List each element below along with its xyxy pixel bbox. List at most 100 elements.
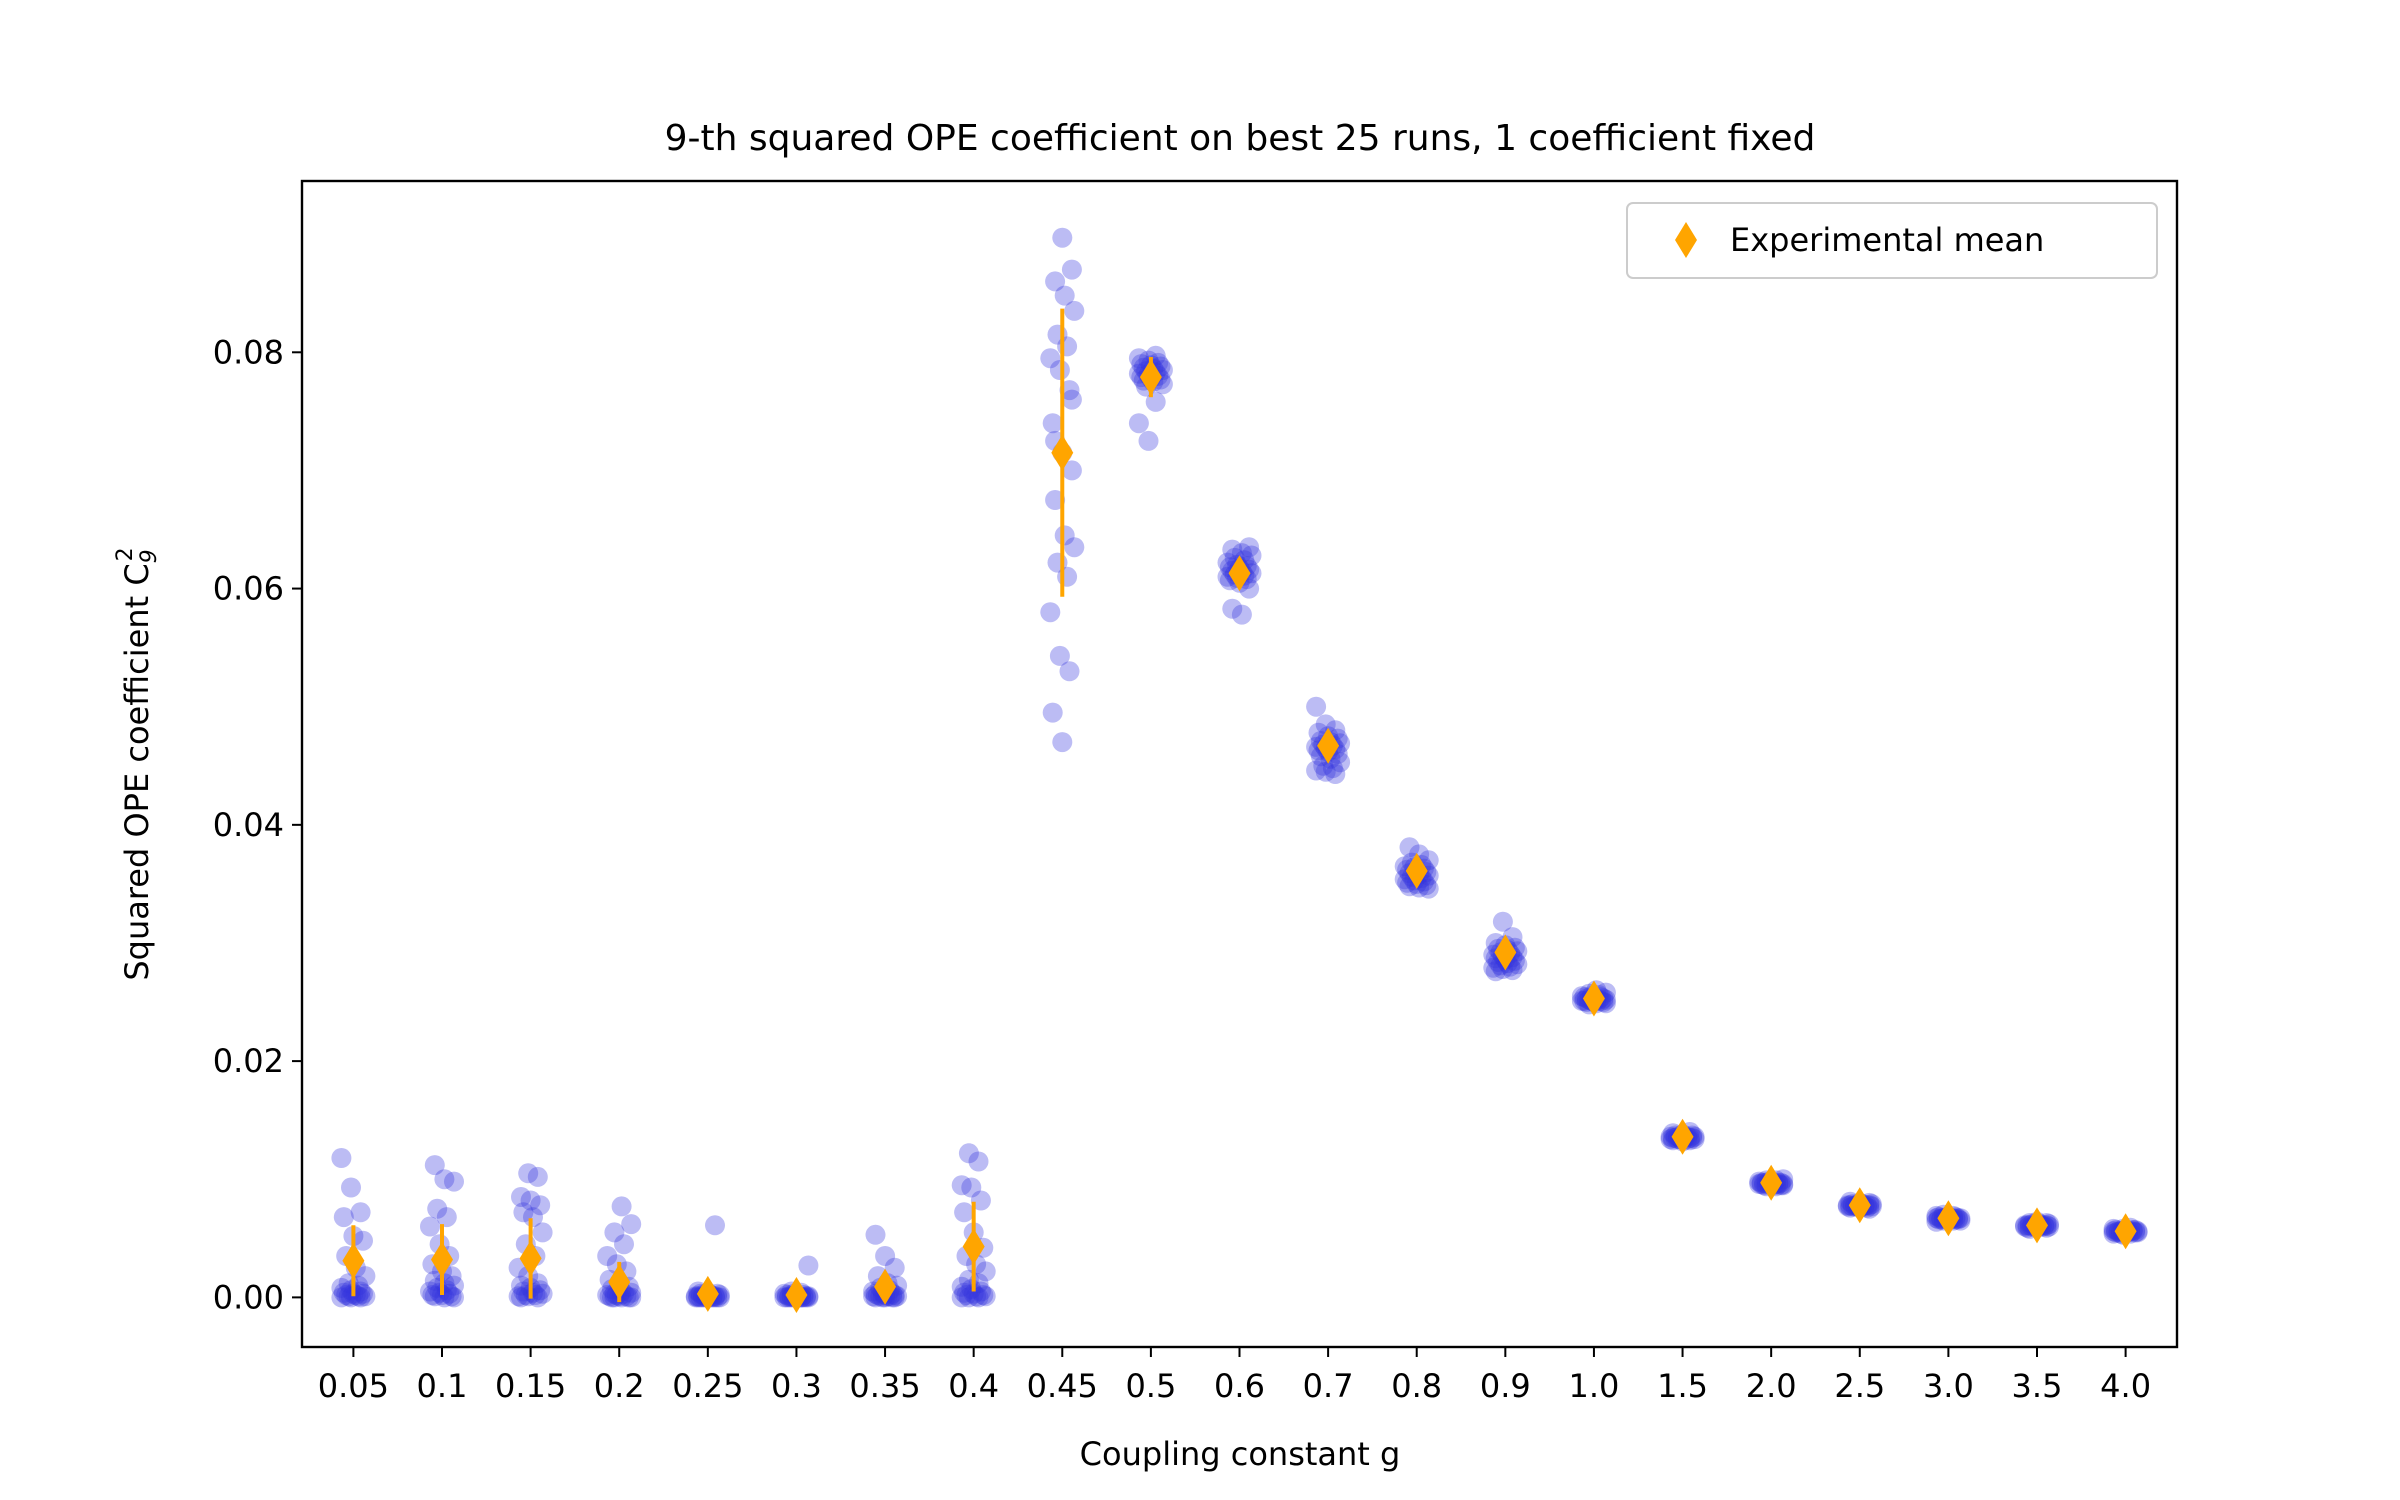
run-point [333,1207,354,1228]
run-point [532,1222,553,1243]
run-point [444,1171,464,1192]
run-point [1040,348,1061,369]
run-point [1045,490,1066,510]
y-tick-label: 0.00 [213,1278,284,1316]
run-point [597,1285,618,1305]
run-point [518,1286,539,1307]
mean-marker [1494,934,1517,971]
x-tick-label: 0.2 [594,1367,645,1405]
run-point [532,1283,553,1304]
run-point [1049,360,1070,380]
run-point [1059,661,1080,682]
run-point [1306,760,1327,781]
x-tick-label: 0.4 [948,1367,999,1405]
run-point [1061,460,1082,481]
y-tick-label: 0.04 [213,806,284,844]
x-tick-label: 3.0 [1923,1367,1974,1405]
run-point [353,1230,373,1251]
run-point [951,1276,972,1297]
mean-marker [1317,727,1340,764]
run-point [968,1151,989,1172]
mean-marker [874,1268,897,1305]
run-point [441,1266,462,1287]
run-point [1064,300,1085,321]
run-point [1330,752,1351,773]
run-point [1507,954,1528,975]
run-point [968,1287,989,1308]
run-point [604,1222,625,1243]
x-axis: 0.05 0.1 0.15 0.2 0.25 0.3 0.35 0.4 0.45 0.5 0.6 0.… [318,1347,2151,1405]
mean-marker [1848,1187,1871,1224]
run-point [963,1283,984,1304]
mean-marker [608,1264,631,1301]
run-point [350,1287,371,1308]
run-point [1239,537,1260,558]
mean-marker [431,1241,454,1278]
mean-marker [696,1275,719,1312]
run-point [350,1202,371,1223]
y-tick-label: 0.02 [213,1042,284,1080]
run-point [353,1283,373,1304]
run-point [614,1234,634,1255]
run-point [1325,764,1346,784]
run-point [355,1286,376,1307]
run-point [518,1163,539,1184]
run-point [341,1280,361,1301]
run-point [966,1286,987,1307]
mean-marker [1405,852,1428,889]
run-point [1145,391,1166,412]
run-point [436,1207,457,1228]
x-tick-label: 3.5 [2012,1367,2063,1405]
run-point [434,1273,455,1294]
y-tick-label: 0.08 [213,333,284,371]
run-point [341,1177,361,1198]
run-point [527,1166,548,1187]
run-point [1483,957,1504,978]
run-point [527,1287,548,1308]
x-tick-label: 0.5 [1125,1367,1176,1405]
run-point [1059,380,1080,401]
x-axis-label: Coupling constant g [1080,1435,1401,1473]
run-point [1128,413,1149,434]
run-point [439,1283,460,1304]
legend-label: Experimental mean [1730,221,2044,259]
run-point [341,1287,361,1308]
x-tick-label: 0.9 [1480,1367,1531,1405]
run-point [705,1215,725,1236]
run-point [511,1275,531,1296]
run-point [1231,604,1252,625]
run-point [961,1177,982,1198]
run-point [424,1155,445,1176]
run-point [958,1143,979,1164]
x-tick-label: 2.5 [1834,1367,1885,1405]
mean-marker [1051,434,1074,471]
run-point [1222,539,1243,560]
y-axis-label-sup: 2 [113,547,138,561]
run-point [420,1281,440,1302]
run-point [798,1255,819,1276]
run-point [444,1275,464,1296]
x-tick-label: 0.6 [1214,1367,1265,1405]
chart-title: 9-th squared OPE coefficient on best 25 … [665,118,1816,159]
x-tick-label: 0.25 [672,1367,743,1405]
y-axis-label-group: Squared OPE coefficient C92 [113,547,162,980]
run-point [621,1214,642,1235]
run-point [355,1266,376,1287]
run-point [1042,413,1063,434]
run-point [427,1198,448,1219]
y-axis: 0.00 0.02 0.04 0.06 0.08 [213,333,302,1316]
x-tick-label: 4.0 [2100,1367,2151,1405]
run-point [1399,837,1420,858]
mean-marker [342,1242,365,1279]
run-point [523,1282,543,1303]
run-point [513,1281,534,1302]
run-point [1064,537,1085,558]
run-point [1138,430,1159,451]
run-point [1306,696,1327,717]
run-point [621,1287,642,1308]
mean-marker [1937,1200,1960,1237]
run-point [1128,348,1149,369]
mean-layer [342,359,2137,1314]
y-axis-label-main: Squared OPE coefficient C [118,563,156,980]
